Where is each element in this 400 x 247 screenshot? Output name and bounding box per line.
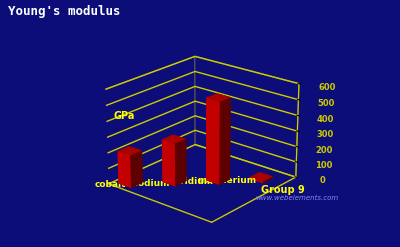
Text: Young's modulus: Young's modulus [8,5,120,18]
